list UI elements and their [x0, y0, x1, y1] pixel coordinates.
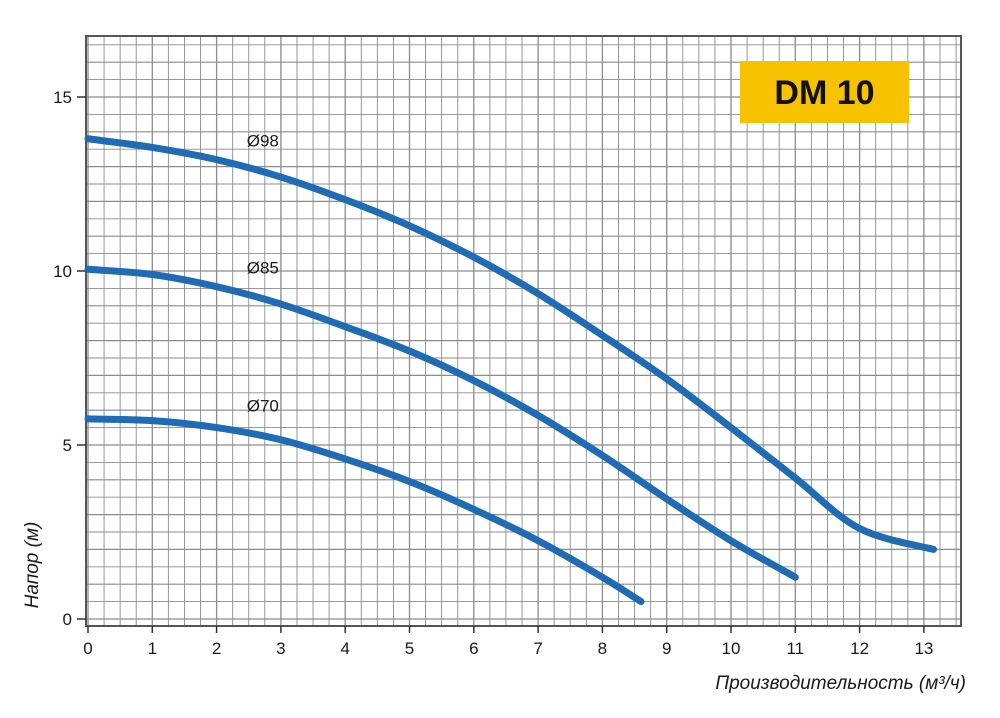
x-tick-label: 7: [533, 639, 542, 658]
x-axis-ticks: 0 1 2 3 4 5 6 7 8 9 10 11 12 13: [83, 626, 933, 658]
x-tick-label: 12: [850, 639, 869, 658]
x-tick-label: 11: [786, 639, 804, 658]
series-lines: [84, 135, 938, 606]
x-tick-label: 6: [469, 639, 478, 658]
y-tick-label: 5: [63, 436, 72, 455]
x-axis-title: Производительность (м³/ч): [715, 673, 966, 694]
major-grid: [86, 36, 961, 626]
x-tick-label: 5: [405, 639, 414, 658]
series-line-0: [84, 135, 938, 553]
x-tick-label: 8: [598, 639, 607, 658]
y-axis-ticks: 0 5 10 15: [53, 88, 86, 629]
model-badge: DM 10: [740, 61, 909, 123]
model-badge-background: [740, 61, 909, 123]
x-tick-label: 0: [83, 639, 92, 658]
y-axis-title: Напор (м): [22, 522, 43, 609]
series-label-2: Ø70: [247, 397, 279, 416]
series-line-2: [84, 415, 645, 606]
series-label-1: Ø85: [247, 258, 279, 277]
series-line-1: [84, 265, 799, 581]
x-tick-label: 13: [914, 639, 933, 658]
x-tick-label: 9: [662, 639, 671, 658]
x-tick-label: 1: [148, 639, 157, 658]
model-badge-label: DM 10: [774, 74, 874, 112]
plot-frame: [85, 35, 962, 627]
x-tick-label: 4: [340, 639, 349, 658]
y-tick-label: 0: [63, 610, 72, 629]
x-tick-label: 10: [722, 639, 741, 658]
series-labels: Ø98 Ø85 Ø70: [247, 131, 279, 415]
y-tick-label: 15: [53, 88, 72, 107]
x-tick-label: 3: [276, 639, 285, 658]
x-tick-label: 2: [212, 639, 221, 658]
y-tick-label: 10: [53, 262, 72, 281]
series-label-0: Ø98: [247, 131, 279, 150]
